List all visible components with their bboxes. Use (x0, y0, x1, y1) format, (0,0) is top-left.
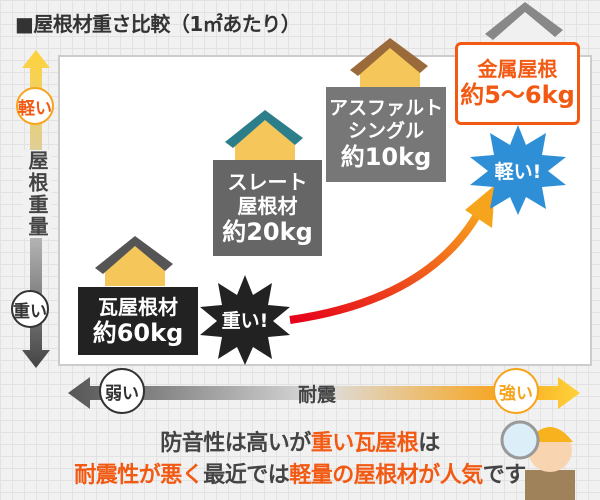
material-name: 屋根材 (237, 193, 298, 218)
tile-roof-box: 瓦屋根材 約60kg (78, 287, 198, 355)
light-burst-icon (470, 125, 566, 215)
material-weight: 約5～6kg (460, 81, 575, 110)
quake-axis-arrow (68, 377, 580, 409)
metal-roof-box: 金属屋根 約5～6kg (455, 42, 580, 125)
material-name: スレート (227, 169, 308, 194)
caption-text: は (418, 431, 440, 456)
heavy-burst-icon (200, 275, 290, 365)
slate-roof-box: スレート 屋根材 約20kg (213, 160, 322, 256)
material-name: シングル (347, 120, 424, 143)
light-label: 軽い (16, 87, 54, 125)
inspector-character-icon (500, 420, 575, 500)
caption-text: です (482, 463, 527, 488)
light-badge: 軽い! (494, 161, 542, 183)
caption-text: 防音性は高いが (160, 431, 311, 456)
asphalt-roof-box: アスファルト シングル 約10kg (326, 87, 446, 182)
material-name: アスファルト (328, 97, 443, 120)
asphalt-roof-house-icon (350, 38, 428, 88)
caption-accent: 軽量の屋根材が人気 (289, 463, 483, 488)
material-weight: 約10kg (340, 142, 432, 171)
material-weight: 約20kg (222, 217, 313, 246)
heavy-badge: 重い! (221, 310, 269, 332)
quake-axis-label: 耐震 (298, 384, 337, 406)
strong-label: 強い (493, 368, 539, 414)
heavy-label: 重い (11, 290, 49, 328)
metal-roof-house-icon (485, 2, 563, 52)
weak-label: 弱い (99, 368, 145, 414)
caption-accent: 耐震性が悪く (74, 463, 204, 488)
page-title: ■屋根材重さ比較（1㎡あたり） (15, 12, 301, 36)
slate-roof-house-icon (225, 110, 303, 160)
caption-line-2: 耐震性が悪く最近では軽量の屋根材が人気です (0, 457, 600, 489)
caption-accent: 重い瓦屋根 (310, 431, 419, 456)
caption-line-1: 防音性は高いが重い瓦屋根は (0, 425, 600, 457)
tile-roof-house-icon (95, 236, 173, 286)
trend-arrow (289, 185, 495, 324)
weight-axis-label: 屋根重量 (23, 150, 52, 238)
material-name: 瓦屋根材 (98, 294, 178, 319)
caption-text: 最近では (203, 463, 290, 488)
material-weight: 約60kg (92, 318, 184, 347)
material-name: 金属屋根 (477, 57, 558, 82)
